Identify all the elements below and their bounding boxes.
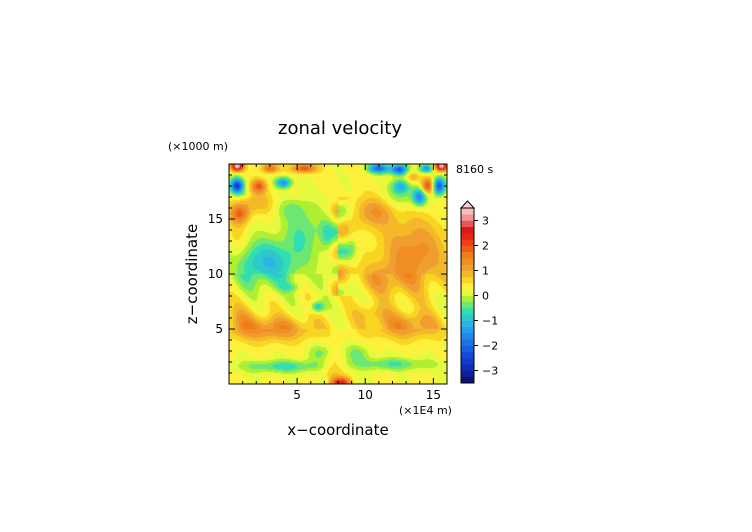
- z-tick-label: 10: [208, 267, 223, 281]
- velocity-field: [229, 164, 447, 384]
- z-axis-label: z−coordinate: [183, 224, 201, 324]
- colorbar-level: [461, 226, 474, 234]
- colorbar-level: [461, 376, 474, 384]
- colorbar-level: [461, 276, 474, 284]
- z-tick-label: 5: [215, 322, 223, 336]
- colorbar-tick-label: −1: [482, 315, 498, 328]
- x-tick-label: 10: [358, 388, 373, 402]
- colorbar-level: [461, 283, 474, 290]
- plot-area: [228, 163, 448, 385]
- x-unit-label: (×1E4 m): [399, 404, 452, 417]
- colorbar: 3 2 1 0 −1 −2 −3: [459, 200, 498, 384]
- x-tick-label: 5: [293, 388, 301, 402]
- colorbar-tick-label: 1: [482, 265, 489, 278]
- colorbar-level: [461, 220, 474, 228]
- colorbar-level: [461, 245, 474, 253]
- colorbar-level: [461, 233, 474, 240]
- x-tick-label: 15: [426, 388, 441, 402]
- colorbar-level: [461, 301, 474, 309]
- colorbar-tick-label: 2: [482, 240, 489, 253]
- colorbar-level: [461, 339, 474, 346]
- z-unit-label: (×1000 m): [168, 140, 228, 153]
- colorbar-level: [461, 264, 474, 271]
- colorbar-level: [461, 351, 474, 359]
- x-axis: 5 10 15: [228, 164, 448, 402]
- time-label: 8160 s: [456, 163, 493, 176]
- colorbar-level: [461, 289, 474, 296]
- colorbar-level: [461, 251, 474, 259]
- colorbar-level: [461, 258, 474, 265]
- z-axis: 5 10 15: [208, 163, 447, 385]
- colorbar-tick-label: 3: [482, 215, 489, 228]
- z-tick-label: 15: [208, 212, 223, 226]
- colorbar-level: [461, 370, 474, 378]
- colorbar-level: [461, 333, 474, 340]
- colorbar-level: [461, 295, 474, 303]
- colorbar-extend-top: [459, 200, 476, 209]
- colorbar-level: [461, 364, 474, 371]
- colorbar-level: [461, 239, 474, 246]
- colorbar-level: [461, 345, 474, 353]
- x-axis-label: x−coordinate: [287, 421, 388, 439]
- colorbar-tick-label: −2: [482, 340, 498, 353]
- colorbar-level: [461, 320, 474, 328]
- colorbar-level: [461, 214, 474, 221]
- colorbar-level: [461, 314, 474, 321]
- chart-title: zonal velocity: [278, 118, 402, 139]
- colorbar-tick-label: −3: [482, 365, 498, 378]
- colorbar-level: [461, 208, 474, 215]
- colorbar-level: [461, 326, 474, 334]
- colorbar-tick-label: 0: [482, 290, 489, 303]
- colorbar-level: [461, 308, 474, 315]
- colorbar-level: [461, 358, 474, 365]
- colorbar-level: [461, 270, 474, 278]
